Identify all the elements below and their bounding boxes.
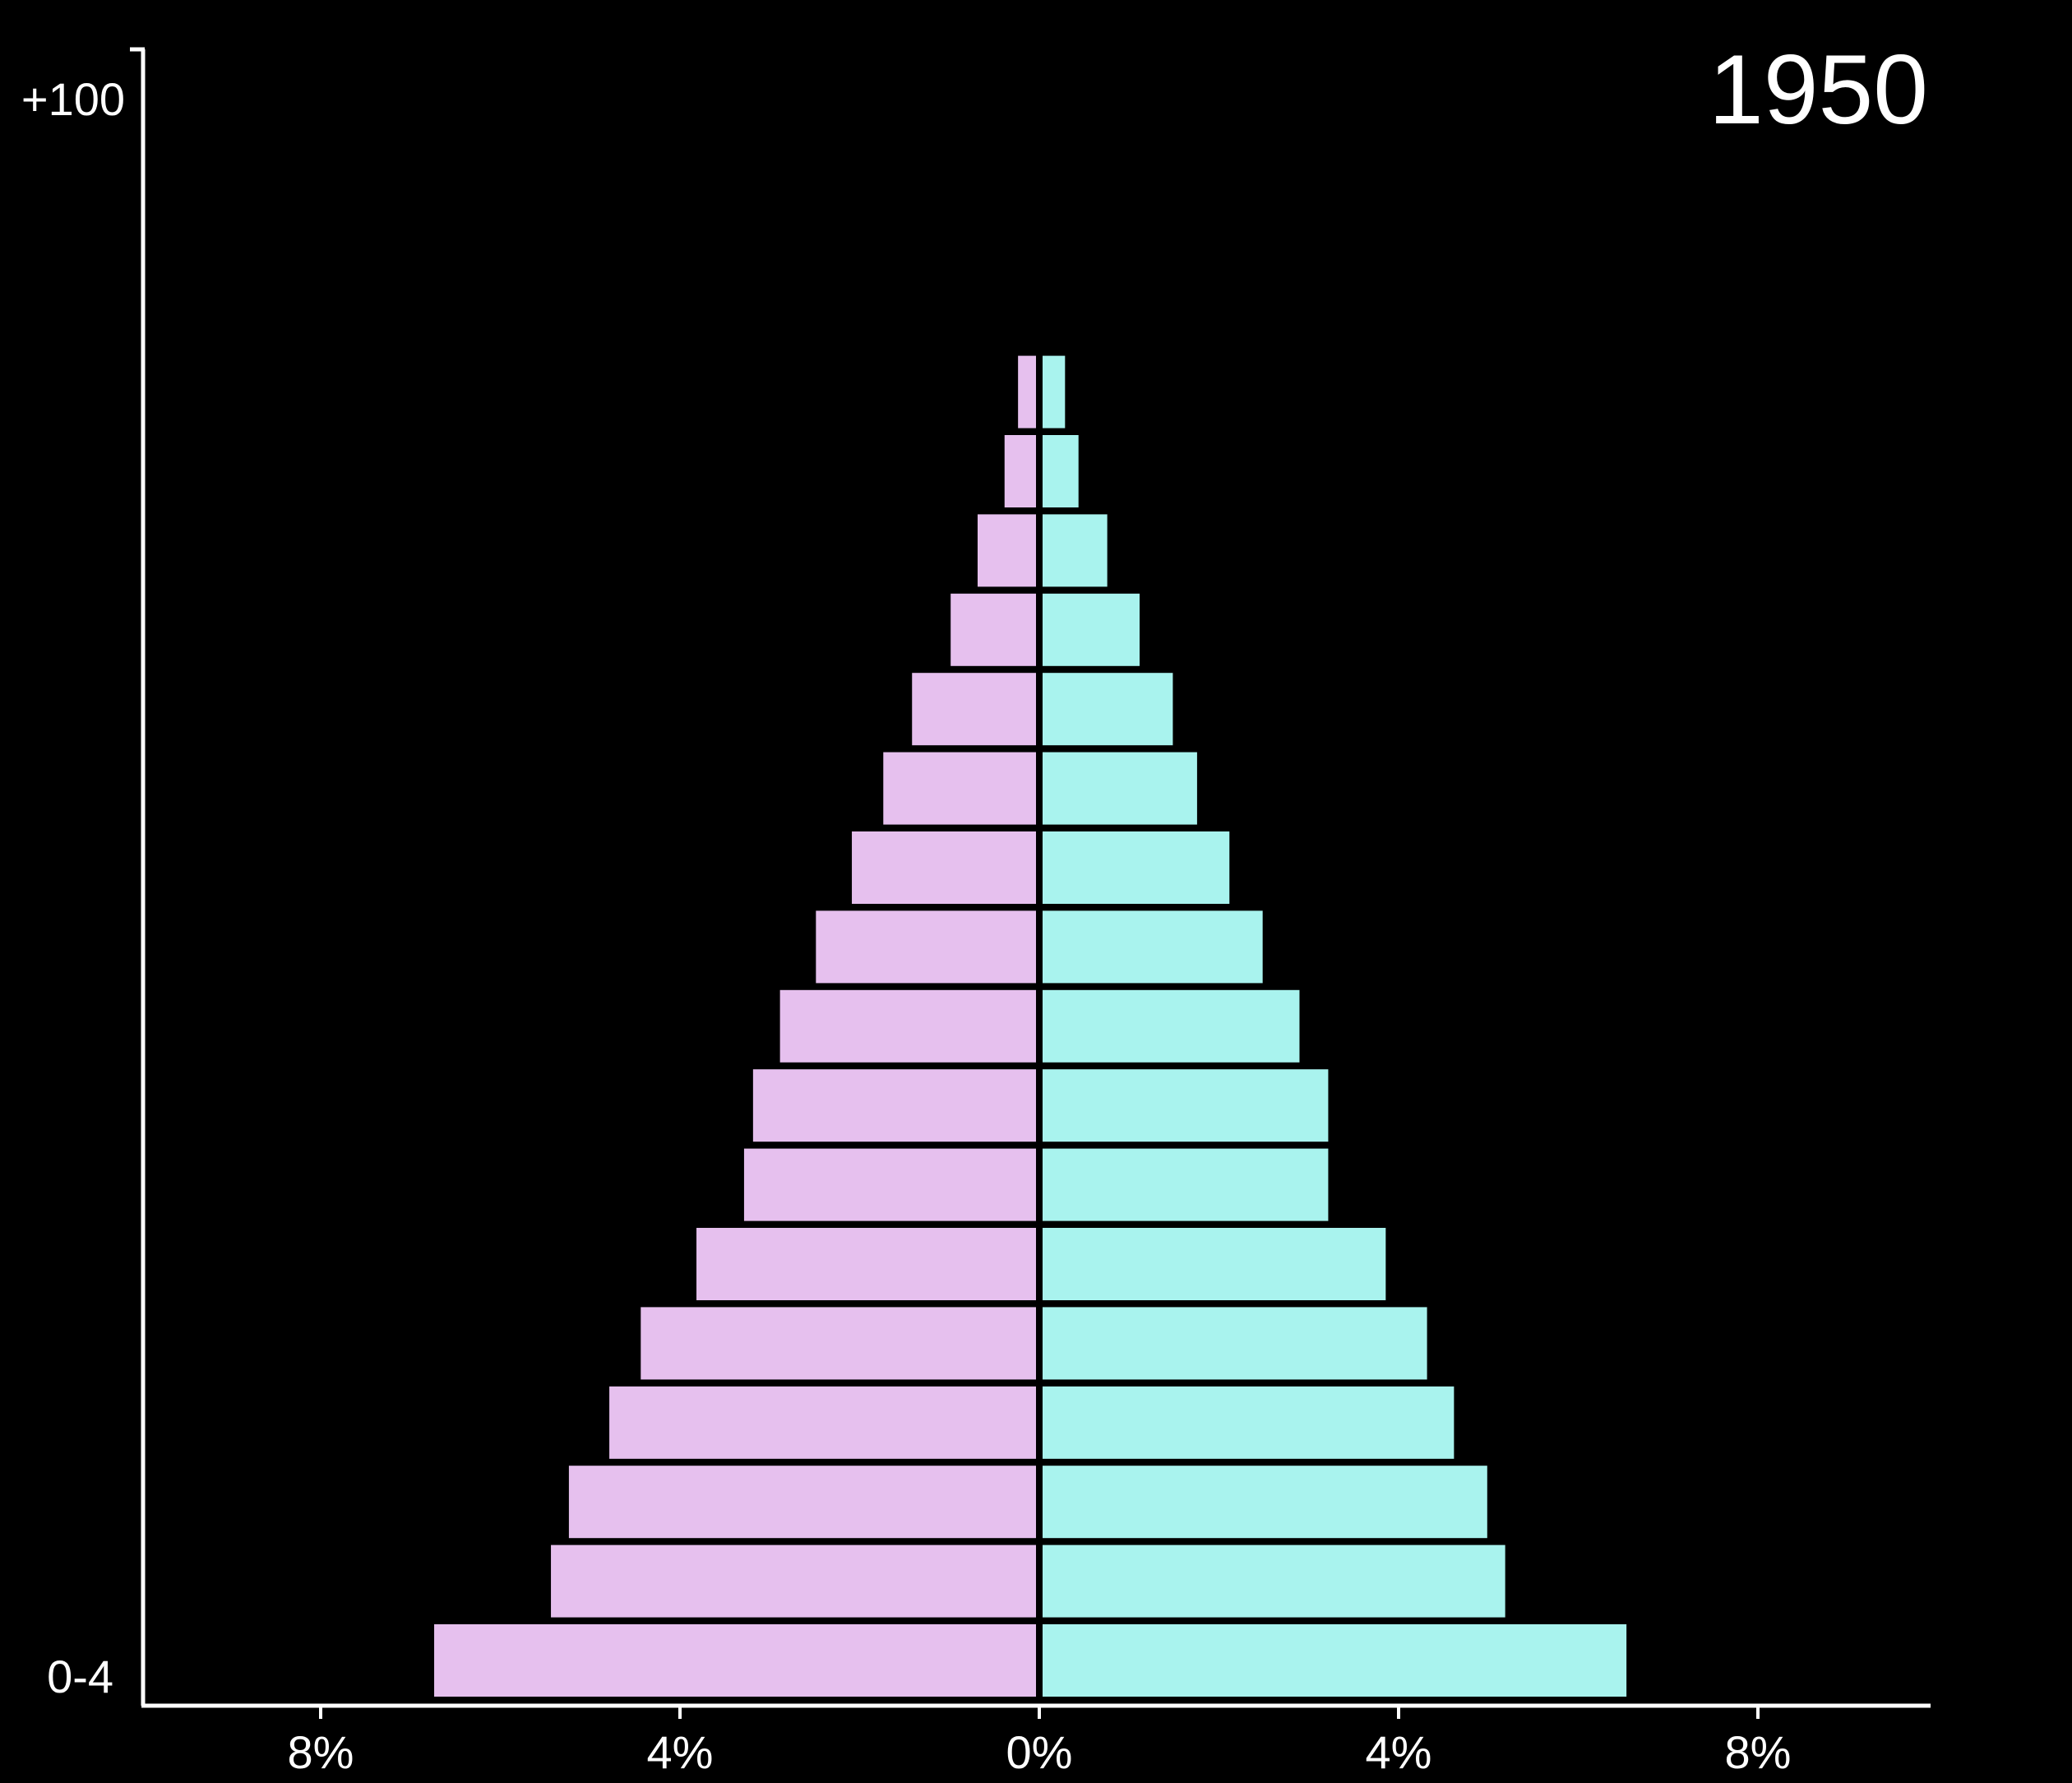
x-tick-label-1: 4%	[647, 1726, 714, 1778]
bar-left-15	[1004, 435, 1036, 507]
bar-right-14	[1043, 514, 1108, 587]
bar-right-2	[1043, 1466, 1487, 1539]
bar-right-16	[1043, 355, 1066, 428]
bar-left-9	[816, 910, 1036, 984]
bar-left-3	[609, 1386, 1036, 1459]
x-tick-label-4: 8%	[1725, 1726, 1792, 1778]
bar-right-4	[1043, 1307, 1427, 1380]
bar-left-4	[641, 1307, 1036, 1380]
bar-left-10	[852, 831, 1036, 904]
x-tick-label-0: 8%	[288, 1726, 354, 1778]
bar-left-8	[779, 989, 1036, 1063]
bar-left-1	[551, 1544, 1036, 1618]
axes-layer: 8% 4% 0% 4% 8% 0-4 +100	[21, 47, 1931, 1778]
x-tick-label-2: 0%	[1006, 1726, 1073, 1778]
bar-right-3	[1043, 1386, 1455, 1459]
bar-right-5	[1043, 1228, 1386, 1300]
y-tick-label-0: 0-4	[47, 1651, 113, 1702]
bars-layer	[434, 355, 1627, 1697]
bar-left-12	[912, 673, 1036, 746]
bar-left-13	[950, 593, 1036, 666]
bar-right-1	[1043, 1544, 1505, 1618]
y-tick-label-1: +100	[21, 73, 125, 125]
bar-right-12	[1043, 673, 1173, 746]
bar-left-2	[568, 1466, 1036, 1539]
bar-left-14	[977, 514, 1036, 587]
chart-title: 1950	[1709, 35, 1928, 145]
bar-left-11	[883, 752, 1036, 825]
bar-right-6	[1043, 1148, 1329, 1221]
bar-left-7	[752, 1069, 1036, 1142]
bar-right-9	[1043, 910, 1263, 984]
bar-right-10	[1043, 831, 1230, 904]
x-tick-label-3: 4%	[1366, 1726, 1432, 1778]
bar-right-7	[1043, 1069, 1329, 1142]
bar-right-13	[1043, 593, 1140, 666]
bar-left-6	[743, 1148, 1036, 1221]
bar-right-8	[1043, 989, 1300, 1063]
bar-left-5	[696, 1228, 1036, 1300]
bar-left-0	[434, 1624, 1036, 1697]
bar-right-0	[1043, 1624, 1627, 1697]
bar-left-16	[1018, 355, 1036, 428]
bar-right-11	[1043, 752, 1197, 825]
bar-right-15	[1043, 435, 1079, 507]
